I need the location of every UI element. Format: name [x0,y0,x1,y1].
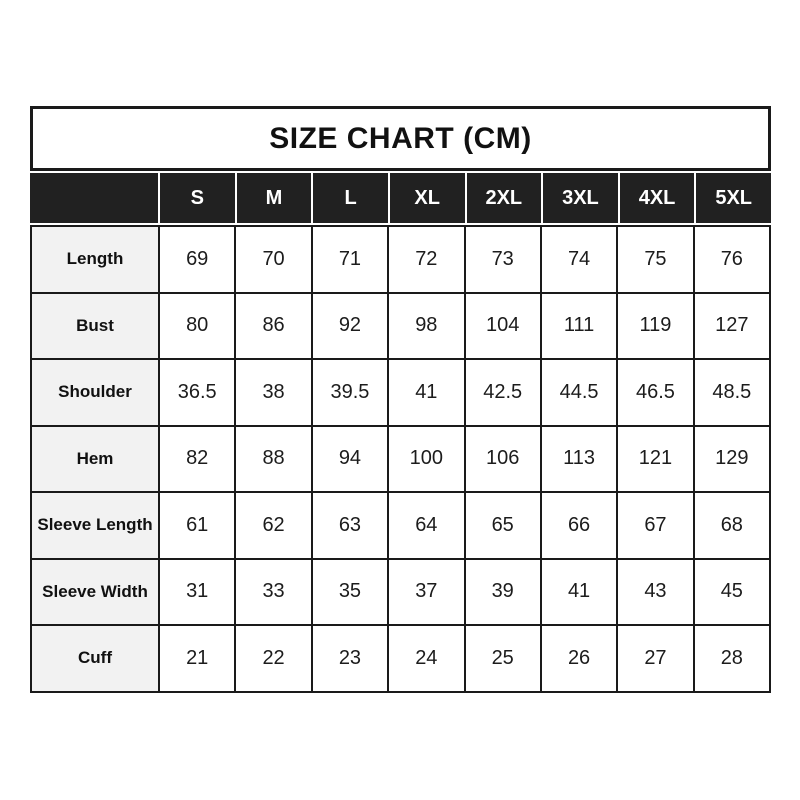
size-value-cell: 42.5 [465,360,540,425]
size-value-cell: 80 [160,293,235,358]
table-row: Sleeve Length 61 62 63 64 65 66 67 68 [32,493,769,558]
chart-title: SIZE CHART (CM) [30,106,771,171]
table-row: Sleeve Width 31 33 35 37 39 41 43 45 [32,559,769,624]
size-value-cell: 28 [694,626,769,691]
size-value-cell: 46.5 [618,360,693,425]
size-value-cell: 36.5 [160,360,235,425]
col-header-5xl: 5XL [696,173,771,223]
size-value-cell: 88 [236,426,311,491]
size-value-cell: 68 [694,493,769,558]
size-value-cell: 113 [541,426,617,491]
col-header-l: L [313,173,388,223]
col-header-3xl: 3XL [543,173,618,223]
size-value-cell: 129 [694,426,769,491]
size-value-cell: 33 [236,559,311,624]
table-header-row: S M L XL 2XL 3XL 4XL 5XL [30,173,771,223]
size-value-cell: 70 [236,227,311,292]
size-value-cell: 106 [465,426,540,491]
size-value-cell: 38 [236,360,311,425]
size-value-cell: 31 [160,559,235,624]
size-chart-table: SIZE CHART (CM) S M L XL 2XL 3XL 4XL 5XL… [30,106,771,693]
size-value-cell: 24 [389,626,464,691]
table-row: Bust 80 86 92 98 104 111 119 127 [32,293,769,358]
table-row: Shoulder 36.5 38 39.5 41 42.5 44.5 46.5 … [32,360,769,425]
size-value-cell: 35 [312,559,388,624]
col-header-xl: XL [389,173,465,223]
size-value-cell: 62 [236,493,311,558]
col-header-m: M [236,173,312,223]
table-row: Length 69 70 71 72 73 74 75 76 [32,227,769,292]
size-value-cell: 71 [312,227,388,292]
size-value-cell: 92 [312,293,388,358]
size-value-cell: 64 [389,493,464,558]
size-value-cell: 100 [389,426,464,491]
size-value-cell: 41 [541,559,617,624]
size-value-cell: 61 [160,493,235,558]
size-value-cell: 23 [312,626,388,691]
size-value-cell: 66 [541,493,617,558]
row-label: Sleeve Width [32,559,158,624]
size-value-cell: 76 [694,227,769,292]
size-value-cell: 44.5 [541,360,617,425]
size-value-cell: 98 [389,293,464,358]
size-value-cell: 67 [618,493,693,558]
size-value-cell: 82 [160,426,235,491]
size-value-cell: 37 [389,559,464,624]
size-value-cell: 41 [389,360,464,425]
size-value-cell: 119 [618,293,693,358]
size-value-cell: 127 [694,293,769,358]
size-value-cell: 94 [312,426,388,491]
size-value-cell: 21 [160,626,235,691]
size-value-cell: 121 [618,426,693,491]
size-value-cell: 27 [618,626,693,691]
corner-cell [30,173,158,223]
size-value-cell: 22 [236,626,311,691]
table-body: Length 69 70 71 72 73 74 75 76 Bust 80 8… [30,225,771,693]
size-value-cell: 39 [465,559,540,624]
size-value-cell: 111 [541,293,617,358]
row-label: Bust [32,293,158,358]
size-value-cell: 63 [312,493,388,558]
col-header-s: S [160,173,235,223]
size-value-cell: 45 [694,559,769,624]
col-header-4xl: 4XL [619,173,695,223]
size-value-cell: 39.5 [312,360,388,425]
size-value-cell: 104 [465,293,540,358]
size-value-cell: 74 [541,227,617,292]
table-row: Hem 82 88 94 100 106 113 121 129 [32,426,769,491]
row-label: Sleeve Length [32,493,158,558]
row-label: Cuff [32,626,158,691]
table-row: Cuff 21 22 23 24 25 26 27 28 [32,626,769,691]
size-value-cell: 26 [541,626,617,691]
size-value-cell: 86 [236,293,311,358]
size-value-cell: 69 [160,227,235,292]
size-value-cell: 73 [465,227,540,292]
col-header-2xl: 2XL [466,173,542,223]
size-value-cell: 48.5 [694,360,769,425]
row-label: Length [32,227,158,292]
size-value-cell: 65 [465,493,540,558]
row-label: Shoulder [32,360,158,425]
size-value-cell: 43 [618,559,693,624]
size-value-cell: 25 [465,626,540,691]
row-label: Hem [32,426,158,491]
size-value-cell: 75 [618,227,693,292]
size-value-cell: 72 [389,227,464,292]
